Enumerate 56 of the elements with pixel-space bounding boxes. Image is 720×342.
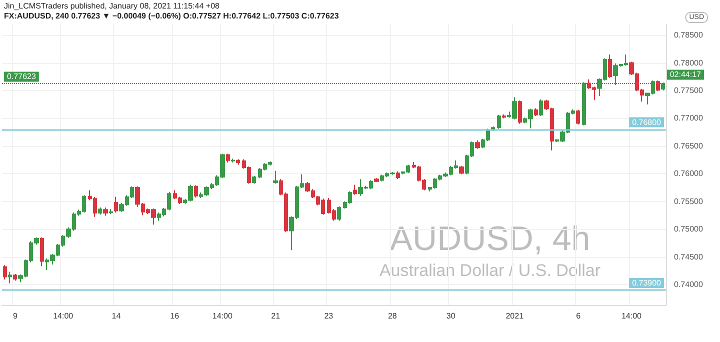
candlestick — [396, 170, 400, 180]
candlestick — [459, 165, 464, 175]
x-tick-label: 9 — [13, 312, 18, 320]
candlestick — [98, 206, 102, 216]
candlestick — [114, 196, 118, 213]
candlestick — [8, 271, 12, 284]
candlestick — [502, 114, 506, 119]
ref-line-label: 0.73900 — [632, 278, 662, 288]
x-tick-label: 14:00 — [621, 312, 642, 320]
x-tick-label: 6 — [576, 312, 582, 320]
y-tick-label: 0.77500 — [674, 86, 704, 96]
candlestick — [534, 108, 538, 117]
x-tick-label: 2021 — [506, 312, 524, 320]
y-tick-label: 0.78000 — [674, 58, 704, 68]
y-tick-label: 0.77000 — [674, 114, 704, 123]
x-tick-label: 28 — [388, 312, 398, 320]
candlestick — [103, 206, 108, 216]
ref-line-label: 0.76800 — [632, 118, 662, 127]
candlestick — [40, 236, 44, 267]
x-tick-label: 16 — [170, 312, 180, 320]
y-tick-label: 0.75000 — [674, 224, 704, 234]
y-tick-label: 0.74500 — [674, 252, 704, 262]
x-tick-label: 21 — [271, 312, 281, 320]
y-tick-label: 0.76000 — [674, 169, 704, 178]
candlestick — [236, 158, 240, 166]
y-tick-label: 0.76500 — [674, 141, 704, 150]
candlestick — [539, 98, 543, 117]
candlestick — [656, 80, 660, 92]
candlestick — [337, 206, 341, 222]
y-tick-label: 0.74000 — [674, 280, 704, 289]
x-tick-label: 14 — [112, 312, 122, 320]
x-tick-label: 30 — [446, 312, 456, 320]
candlestick — [231, 158, 235, 164]
text: 02:44:17 — [670, 70, 702, 80]
candlestick — [109, 208, 113, 215]
candlestick — [194, 184, 198, 198]
candlestick — [13, 273, 17, 282]
candlestick — [252, 175, 256, 184]
ref-line-label: 0.77623 — [7, 72, 36, 82]
candlestick — [475, 140, 480, 150]
candlestick — [273, 170, 278, 184]
candlestick — [353, 184, 357, 196]
x-tick-label: 14:00 — [53, 312, 74, 320]
candlestick — [608, 54, 612, 78]
candlestick — [374, 178, 379, 182]
y-tick-label: 0.78500 — [674, 30, 704, 40]
x-tick-label: 14:00 — [212, 312, 234, 320]
candlestick — [518, 100, 522, 124]
candlestick — [576, 109, 580, 125]
x-tick-label: 23 — [324, 312, 334, 320]
text: Jin_LCMSTraders published, January 08, 2021 11:15:44 +08 — [4, 2, 220, 10]
y-tick-label: 0.75500 — [674, 196, 704, 206]
candlestick — [226, 153, 230, 164]
candlestick — [3, 264, 7, 280]
candlestick — [497, 114, 501, 130]
text: FX:AUDUSD, 240 0.77623 ▼ −0.00049 (−0.06%) O:0.77527 H:0.77642 L:0.77503 C:0.77623 — [4, 12, 340, 20]
